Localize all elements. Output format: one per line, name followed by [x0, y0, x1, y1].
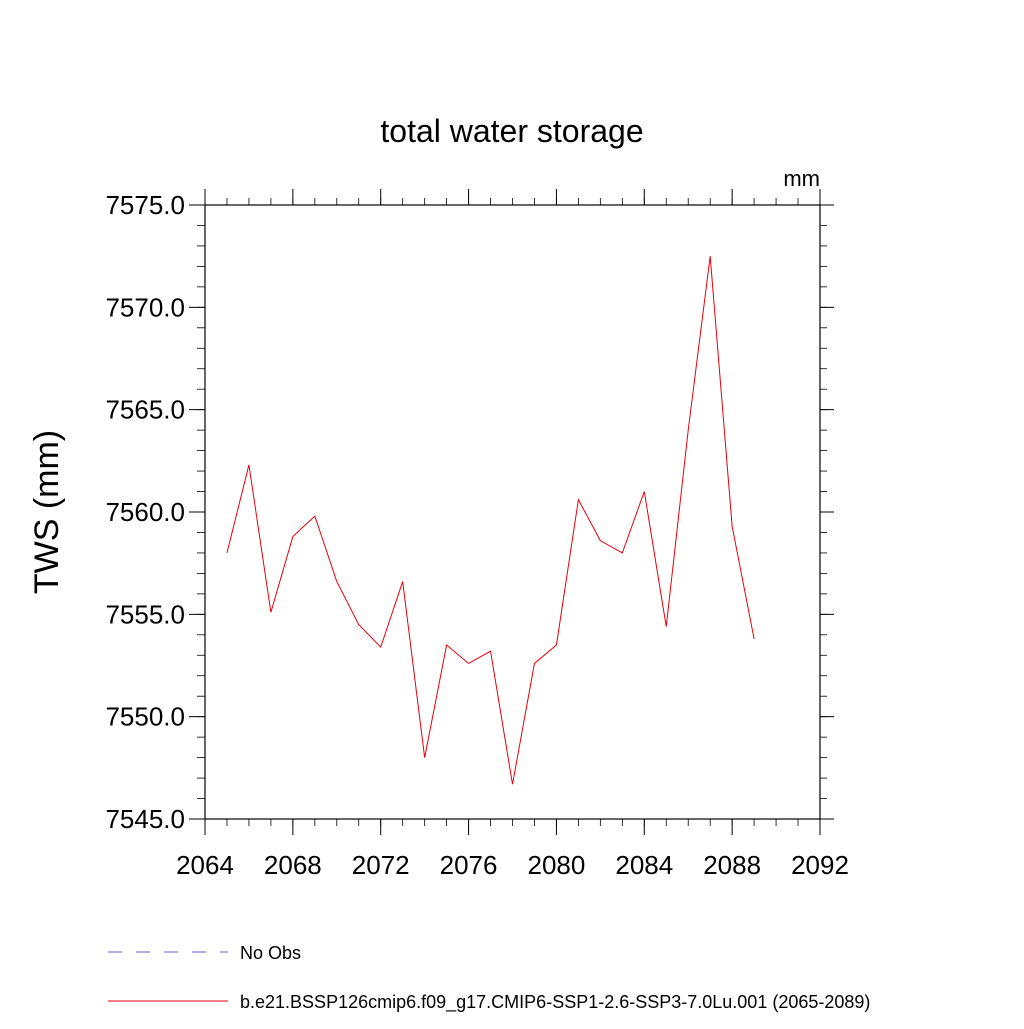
x-tick-label: 2080: [528, 850, 586, 880]
legend-label-model-run: b.e21.BSSP126cmip6.f09_g17.CMIP6-SSP1-2.…: [240, 992, 870, 1013]
y-axis-label: TWS (mm): [28, 430, 66, 594]
y-tick-label: 7550.0: [105, 702, 185, 732]
x-tick-label: 2092: [791, 850, 849, 880]
legend-label-no-obs: No Obs: [240, 943, 301, 963]
units-label: mm: [783, 166, 820, 191]
plot-frame: [204, 204, 821, 820]
y-tick-label: 7565.0: [105, 395, 185, 425]
y-tick-label: 7545.0: [105, 804, 185, 834]
y-tick-label: 7560.0: [105, 497, 185, 527]
series-line-0: [226, 256, 755, 785]
x-tick-label: 2084: [615, 850, 673, 880]
axis-ticks: 7545.0 7550.0 7555.0 7560.0 7565.0 7570.0 7575…: [105, 189, 849, 880]
x-tick-label: 2072: [352, 850, 410, 880]
x-tick-label: 2076: [440, 850, 498, 880]
chart-title: total water storage: [380, 113, 643, 149]
x-tick-label: 2088: [703, 850, 761, 880]
y-tick-label: 7570.0: [105, 292, 185, 322]
x-tick-label: 2064: [176, 850, 234, 880]
series-layer: [226, 256, 755, 785]
y-tick-label: 7555.0: [105, 599, 185, 629]
y-tick-label: 7575.0: [105, 190, 185, 220]
legend: No Obs b.e21.BSSP126cmip6.f09_g17.CMIP6-…: [108, 943, 870, 1013]
x-tick-label: 2068: [264, 850, 322, 880]
